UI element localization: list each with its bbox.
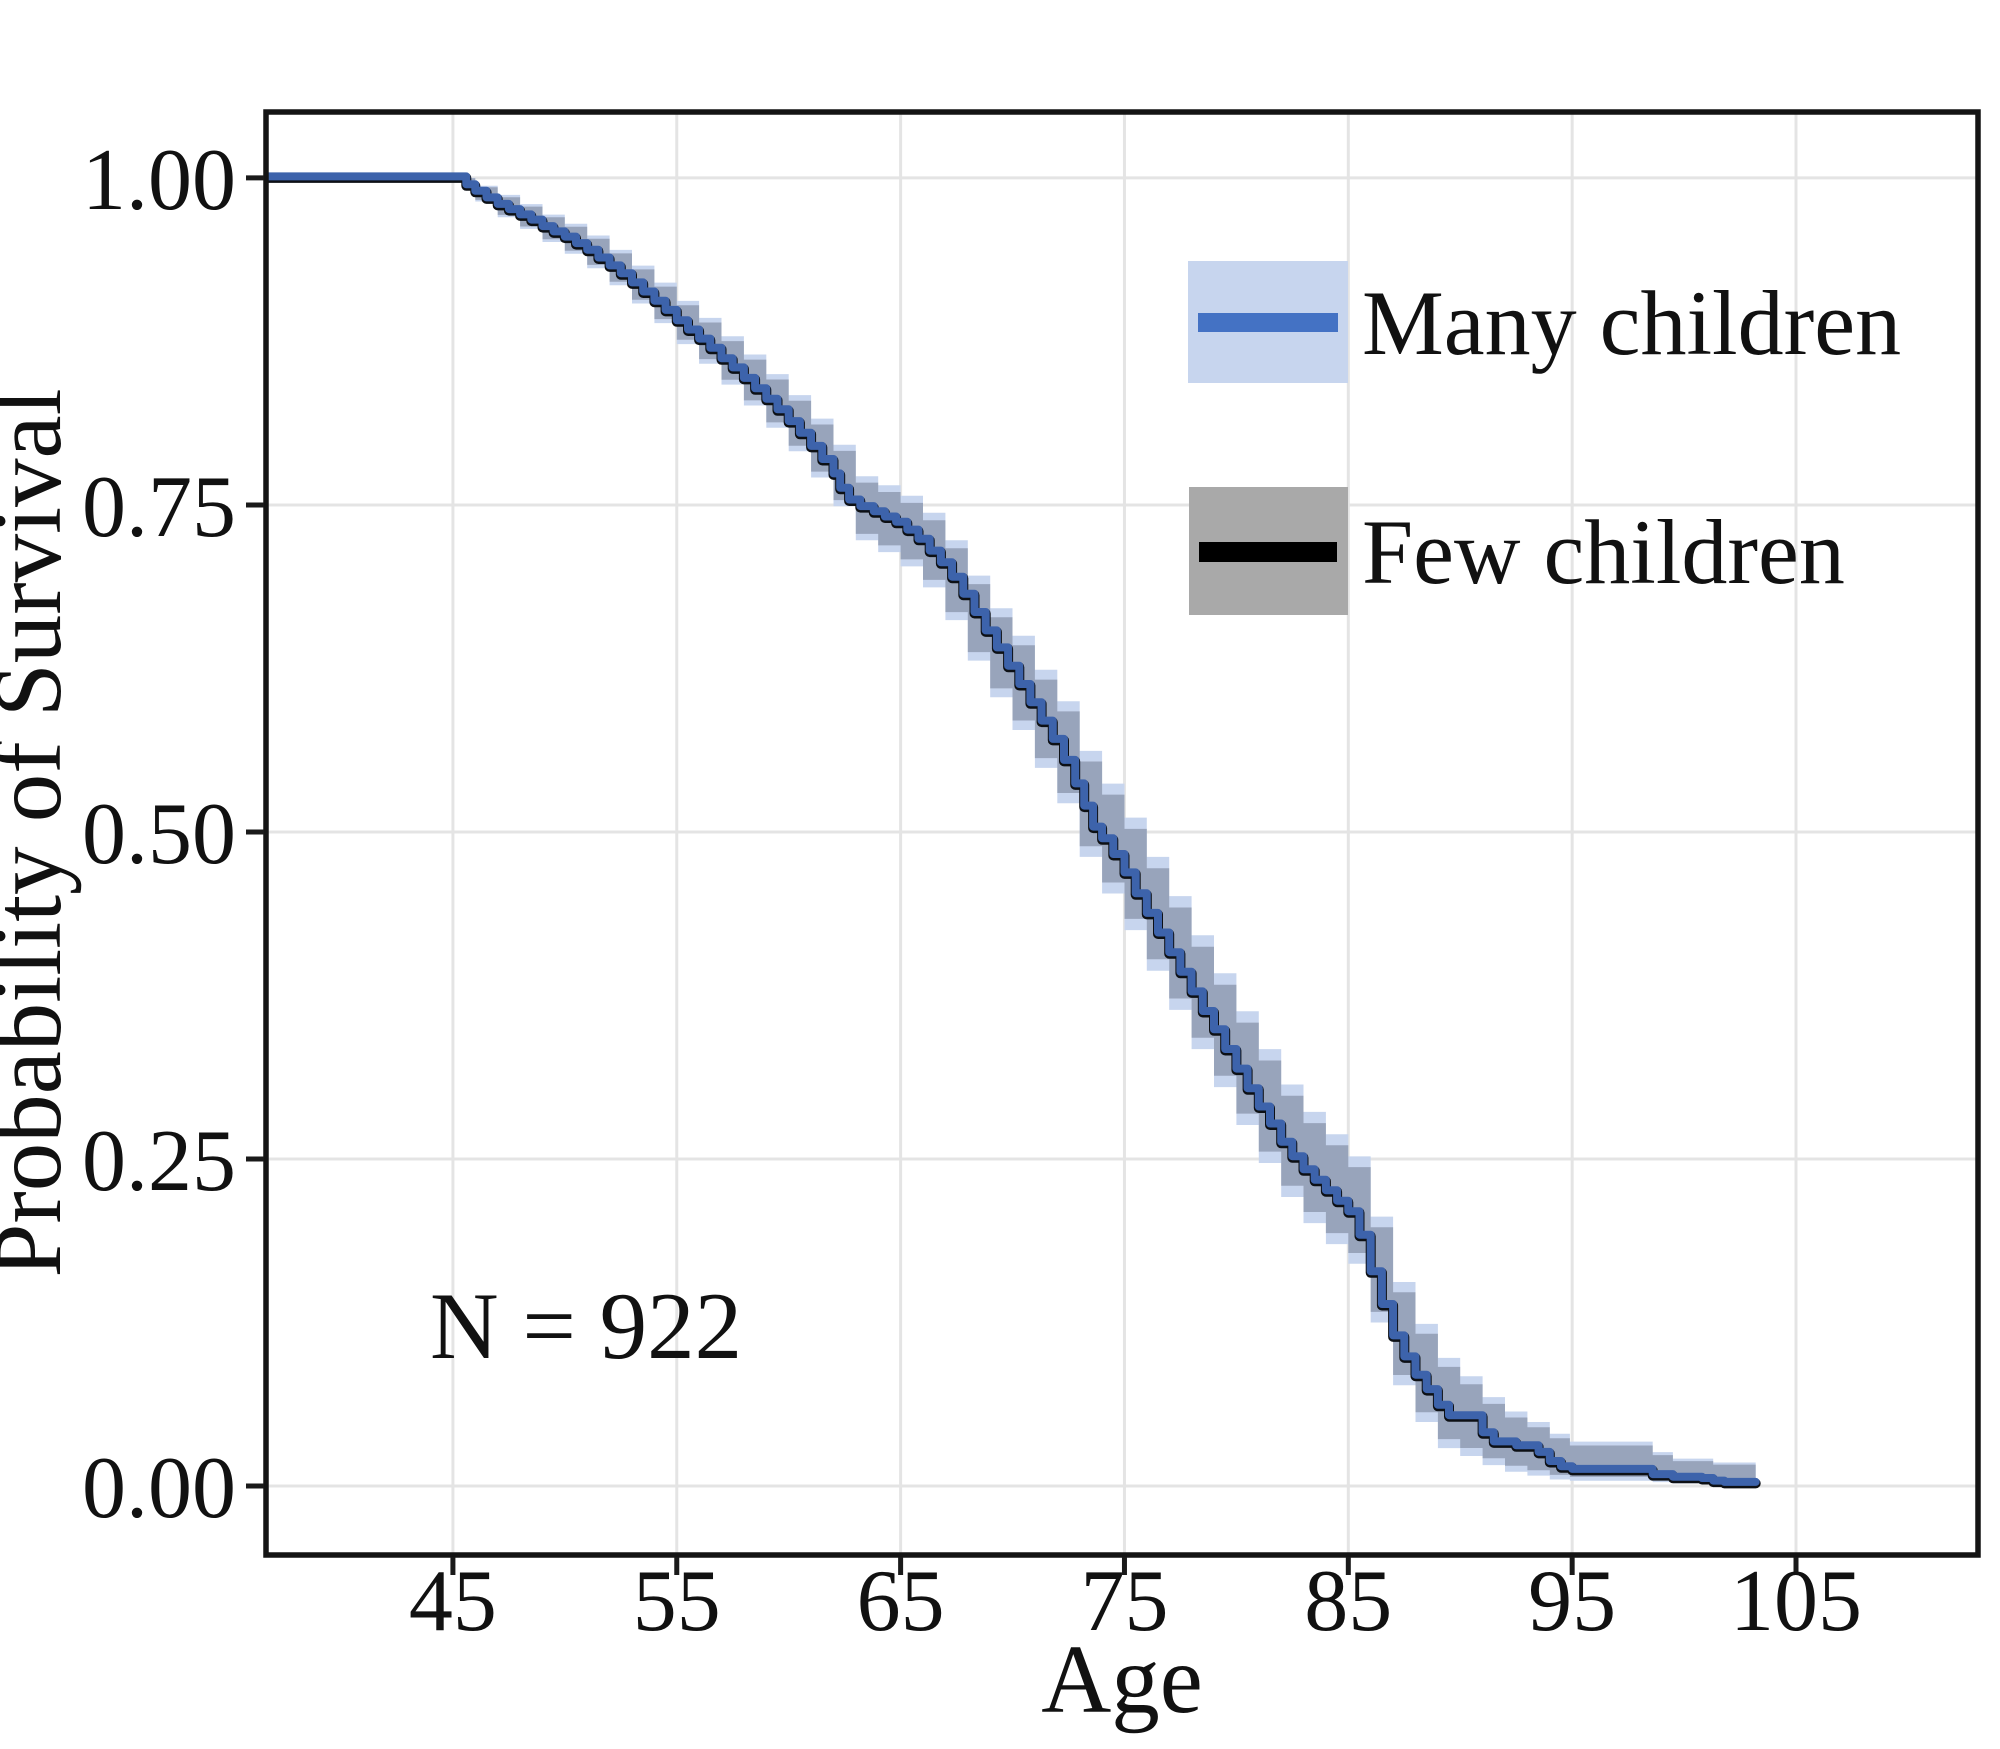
legend-few-label: Few children <box>1362 501 1845 603</box>
y-tick-label-1.00: 1.00 <box>82 132 236 229</box>
x-tick-label-55: 55 <box>633 1553 721 1650</box>
y-tick-label-0.75: 0.75 <box>82 459 236 556</box>
sample-size-annotation: N = 922 <box>430 1273 742 1379</box>
legend-few-line-swatch <box>1199 542 1337 562</box>
x-axis-title: Age <box>1041 1626 1203 1733</box>
legend-item-many: Many children <box>1188 261 1901 383</box>
legend-item-few: Few children <box>1189 487 1845 615</box>
x-tick-label-65: 65 <box>857 1553 945 1650</box>
axis-ticks: 45 55 65 75 85 95 105 0.00 0.25 0.50 0.75 1.00 <box>82 132 1862 1650</box>
x-tick-label-95: 95 <box>1528 1553 1616 1650</box>
x-tick-label-75: 75 <box>1080 1553 1168 1650</box>
y-tick-label-0.25: 0.25 <box>82 1113 236 1210</box>
many-children-survival-line <box>266 172 1760 1486</box>
y-tick-label-0.00: 0.00 <box>82 1440 236 1537</box>
panel-border <box>263 109 1981 1558</box>
legend-many-label: Many children <box>1362 272 1901 374</box>
y-tick-label-0.50: 0.50 <box>82 786 236 883</box>
x-tick-label-45: 45 <box>409 1553 497 1650</box>
y-axis-title: Probability of Survival <box>0 388 81 1277</box>
x-tick-label-85: 85 <box>1304 1553 1392 1650</box>
legend-many-line-swatch <box>1198 313 1338 332</box>
survival-curves <box>266 172 1761 1489</box>
x-tick-label-105: 105 <box>1730 1553 1862 1650</box>
legend: Many children Few children <box>1188 261 1901 615</box>
